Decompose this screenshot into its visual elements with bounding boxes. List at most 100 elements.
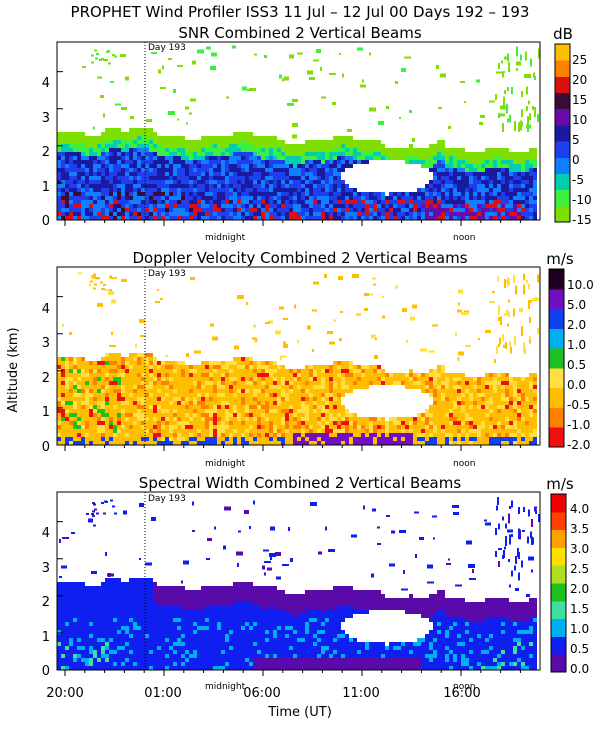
doppler-heat-cell — [493, 409, 497, 413]
snr-heat-cell — [277, 200, 281, 204]
snr-heat-cell — [201, 152, 205, 156]
snr-heat-cell — [429, 212, 433, 216]
doppler-heat-cell — [69, 433, 73, 437]
snr-heat-cell — [93, 208, 97, 212]
snr-heat-cell — [293, 164, 297, 168]
snr-heat-cell — [161, 172, 165, 176]
doppler-heat-cell — [105, 437, 109, 441]
snr-heat-cell — [61, 180, 65, 184]
doppler-heat-cell — [353, 425, 357, 429]
doppler-heat-cell — [73, 389, 77, 393]
doppler-heat-cell — [117, 417, 121, 421]
doppler-heat-cell — [213, 393, 217, 397]
doppler-heat-cell — [273, 405, 277, 409]
snr-heat-cell — [141, 128, 145, 132]
snr-heat-cell — [493, 200, 497, 204]
snr-heat-cell — [457, 200, 461, 204]
doppler-heat-cell — [137, 405, 141, 409]
doppler-heat-cell — [345, 365, 349, 369]
snr-heat-cell — [145, 160, 149, 164]
doppler-heat-cell — [521, 405, 525, 409]
doppler-heat-cell — [441, 425, 445, 429]
snr-heat-cell — [173, 200, 177, 204]
snr-heat-cell — [169, 188, 173, 192]
snr-heat-cell — [189, 144, 193, 148]
snr-heat-cell — [133, 160, 137, 164]
doppler-heat-cell — [181, 413, 185, 417]
doppler-heat-cell — [461, 377, 465, 381]
snr-heat-cell — [341, 204, 345, 208]
snr-heat-cell — [525, 164, 529, 168]
doppler-heat-cell — [313, 421, 317, 425]
doppler-heat-cell — [61, 429, 65, 433]
doppler-heat-cell — [153, 373, 157, 377]
snr-heat-cell — [461, 160, 465, 164]
snr-heat-cell — [517, 212, 521, 216]
snr-heat-cell — [285, 192, 289, 196]
snr-heat-cell — [449, 196, 453, 200]
doppler-heat-cell — [113, 377, 117, 381]
snr-heat-cell — [97, 196, 101, 200]
doppler-heat-cell — [129, 433, 133, 437]
snr-sparse-echo — [158, 69, 161, 74]
doppler-sparse-echo — [507, 323, 509, 327]
snr-heat-cell — [137, 188, 141, 192]
snr-heat-cell — [361, 140, 365, 144]
snr-heat-cell — [293, 200, 297, 204]
doppler-cb-tick-0: 10.0 — [567, 278, 594, 292]
snr-heat-cell — [177, 152, 181, 156]
snr-heat-cell — [489, 168, 493, 172]
snr-heat-cell — [213, 152, 217, 156]
snr-heat-cell — [329, 196, 333, 200]
snr-heat-cell — [393, 216, 397, 220]
doppler-heat-cell — [233, 361, 237, 365]
snr-heat-cell — [329, 180, 333, 184]
snr-heat-cell — [485, 216, 489, 220]
snr-heat-cell — [485, 168, 489, 172]
snr-heat-cell — [285, 200, 289, 204]
snr-heat-cell — [453, 208, 457, 212]
snr-heat-cell — [525, 216, 529, 220]
snr-heat-cell — [525, 188, 529, 192]
doppler-sparse-echo — [100, 281, 103, 284]
doppler-heat-cell — [377, 441, 381, 445]
snr-heat-cell — [261, 140, 265, 144]
snr-heat-cell — [481, 180, 485, 184]
snr-heat-cell — [425, 196, 429, 200]
doppler-heat-cell — [165, 413, 169, 417]
snr-heat-cell — [437, 168, 441, 172]
snr-heat-cell — [133, 212, 137, 216]
doppler-heat-cell — [113, 373, 117, 377]
doppler-heat-cell — [57, 425, 61, 429]
doppler-heat-cell — [445, 385, 449, 389]
snr-heat-cell — [489, 160, 493, 164]
doppler-heat-cell — [277, 365, 281, 369]
doppler-heat-cell — [213, 405, 217, 409]
snr-heat-cell — [297, 196, 301, 200]
doppler-heat-cell — [257, 385, 261, 389]
doppler-heat-cell — [213, 373, 217, 377]
snr-sparse-echo — [528, 100, 530, 105]
doppler-heat-cell — [429, 389, 433, 393]
doppler-heat-cell — [449, 413, 453, 417]
snr-heat-cell — [145, 156, 149, 160]
doppler-heat-cell — [461, 421, 465, 425]
snr-heat-cell — [153, 204, 157, 208]
snr-heat-cell — [169, 136, 173, 140]
doppler-heat-cell — [213, 389, 217, 393]
doppler-heat-cell — [285, 425, 289, 429]
snr-heat-cell — [301, 148, 305, 152]
doppler-heat-cell — [441, 369, 445, 373]
doppler-heat-cell — [445, 401, 449, 405]
snr-heat-cell — [149, 140, 153, 144]
doppler-heat-cell — [505, 377, 509, 381]
doppler-heat-cell — [313, 441, 317, 445]
snr-heat-cell — [229, 204, 233, 208]
snr-heat-cell — [497, 156, 501, 160]
doppler-heat-cell — [497, 389, 501, 393]
doppler-heat-cell — [173, 409, 177, 413]
snr-heat-cell — [237, 180, 241, 184]
doppler-heat-cell — [349, 377, 353, 381]
snr-heat-cell — [417, 200, 421, 204]
snr-heat-cell — [333, 160, 337, 164]
